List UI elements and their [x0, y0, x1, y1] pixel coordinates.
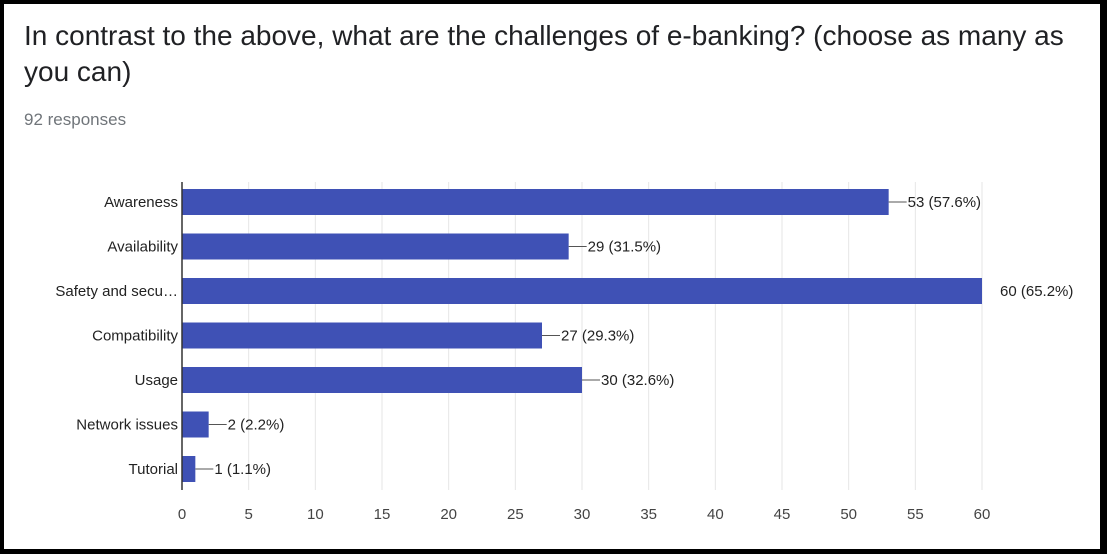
data-label-4: 30 (32.6%) [601, 372, 674, 389]
x-tick-label-0: 0 [178, 506, 186, 523]
x-tick-label-3: 15 [374, 506, 391, 523]
category-label-0: Awareness [104, 194, 178, 211]
data-label-3: 27 (29.3%) [561, 328, 634, 345]
category-label-1: Availability [107, 239, 178, 256]
x-tick-label-11: 55 [907, 506, 924, 523]
category-label-5: Network issues [76, 417, 178, 434]
data-label-0: 53 (57.6%) [908, 194, 981, 211]
bar-2 [182, 278, 982, 304]
bar-1 [182, 233, 569, 260]
data-label-2: 60 (65.2%) [1000, 283, 1073, 300]
x-tick-label-6: 30 [574, 506, 591, 523]
category-label-6: Tutorial [129, 461, 178, 478]
bar-6 [182, 456, 196, 482]
response-count: 92 responses [24, 110, 127, 129]
x-tick-label-1: 5 [244, 506, 252, 523]
x-tick-label-2: 10 [307, 506, 324, 523]
x-tick-label-9: 45 [774, 506, 791, 523]
question-title: In contrast to the above, what are the c… [24, 20, 1064, 87]
chart-card: In contrast to the above, what are the c… [4, 4, 1100, 549]
x-tick-label-5: 25 [507, 506, 524, 523]
category-label-2: Safety and secu… [55, 283, 178, 300]
bar-5 [182, 411, 209, 438]
data-label-6: 1 (1.1%) [214, 461, 271, 478]
category-label-4: Usage [135, 372, 178, 389]
x-tick-label-4: 20 [440, 506, 457, 523]
bar-0 [182, 189, 889, 215]
data-label-1: 29 (31.5%) [588, 239, 661, 256]
data-label-5: 2 (2.2%) [228, 417, 285, 434]
bar-3 [182, 322, 542, 349]
x-tick-label-8: 40 [707, 506, 724, 523]
x-tick-label-10: 50 [840, 506, 857, 523]
bar-4 [182, 367, 582, 393]
category-label-3: Compatibility [92, 328, 178, 345]
x-tick-label-7: 35 [640, 506, 657, 523]
bar-chart: 0 5 10 15 20 25 30 35 40 45 50 55 60 Awareness 53 (57.… [55, 182, 1073, 523]
x-tick-label-12: 60 [974, 506, 991, 523]
